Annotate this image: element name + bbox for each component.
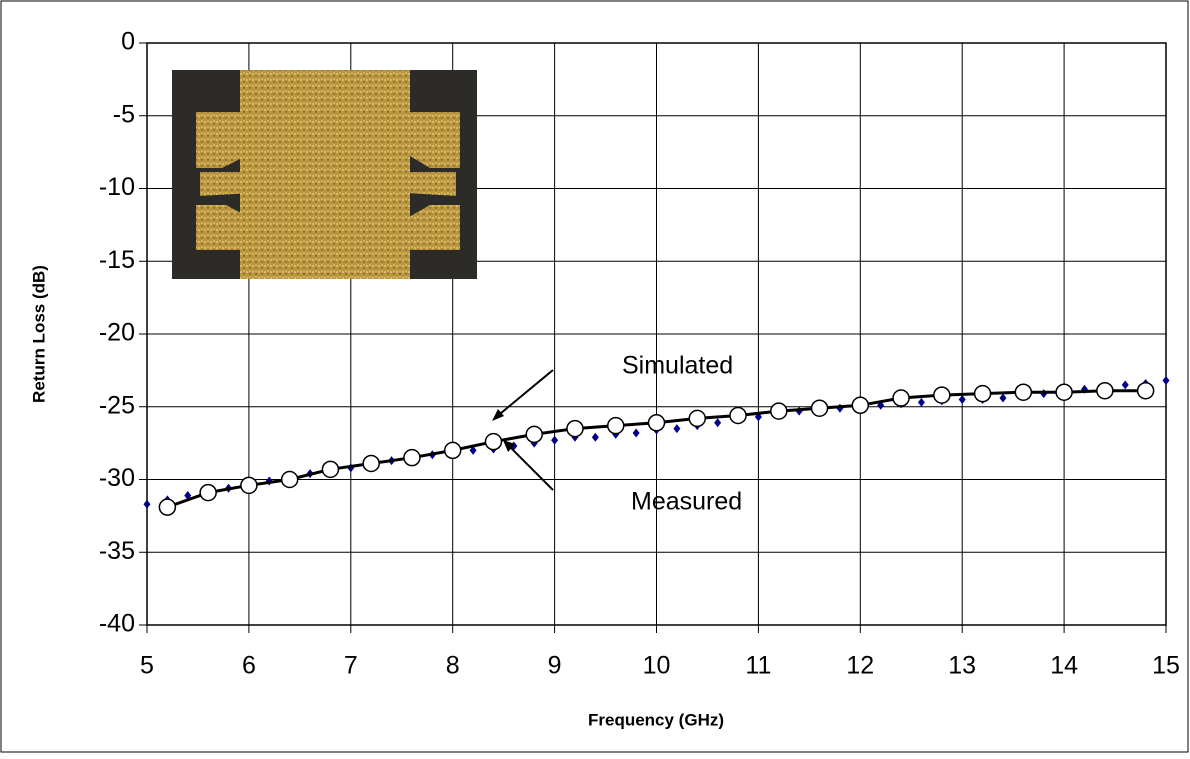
simulated-point bbox=[158, 498, 177, 516]
simulated-point bbox=[973, 384, 992, 403]
y-tick-label: -30 bbox=[99, 464, 135, 492]
simulated-point bbox=[525, 425, 543, 444]
annotation: Measured bbox=[631, 488, 742, 516]
simulated-point bbox=[851, 396, 870, 415]
x-tick-label: 8 bbox=[446, 652, 460, 680]
x-tick-label: 6 bbox=[242, 652, 256, 680]
simulated-point bbox=[484, 432, 503, 451]
simulated-point bbox=[892, 389, 910, 407]
measured-point bbox=[673, 424, 681, 434]
measured-point bbox=[714, 418, 722, 428]
simulated-point bbox=[280, 470, 299, 489]
x-tick-label: 7 bbox=[344, 652, 358, 680]
x-tick-label: 13 bbox=[948, 652, 976, 680]
simulated-point bbox=[729, 406, 747, 425]
x-tick-label: 15 bbox=[1152, 652, 1180, 680]
y-tick-label: -35 bbox=[99, 537, 135, 565]
simulated-point bbox=[770, 402, 788, 420]
measured-point bbox=[469, 445, 477, 455]
y-tick-label: -5 bbox=[113, 100, 135, 128]
inset-photo bbox=[172, 70, 477, 279]
y-tick-label: -15 bbox=[99, 246, 135, 274]
measured-point bbox=[632, 428, 640, 438]
y-tick-label: -20 bbox=[99, 319, 135, 347]
plot-border bbox=[146, 42, 1167, 626]
x-tick-label: 10 bbox=[643, 652, 671, 680]
simulated-point bbox=[1096, 381, 1114, 400]
plot-area: -40 -35 -30 -25 -20 -15 -10 -5 0 5 6 7 8 9 10 11 12 13 14 1… bbox=[99, 28, 1180, 680]
simulated-point bbox=[362, 454, 380, 473]
measured-point bbox=[1121, 380, 1129, 390]
x-tick-label: 12 bbox=[846, 652, 874, 680]
x-axis-label: Frequency (GHz) bbox=[588, 710, 724, 729]
measured-point bbox=[591, 432, 599, 442]
measured-point bbox=[551, 435, 559, 445]
simulated-point bbox=[566, 419, 584, 438]
simulated-point bbox=[810, 399, 829, 417]
y-tick-label: 0 bbox=[121, 28, 135, 56]
y-tick-label: -10 bbox=[99, 173, 135, 201]
simulated-point bbox=[1055, 383, 1073, 401]
simulated-point bbox=[647, 414, 666, 432]
simulated-point bbox=[1136, 381, 1155, 400]
x-tick-label: 14 bbox=[1050, 652, 1078, 680]
x-tick-label: 9 bbox=[548, 652, 562, 680]
simulated-point bbox=[933, 386, 951, 404]
measured-point bbox=[958, 394, 966, 404]
simulated-point bbox=[443, 441, 462, 460]
arrowhead bbox=[503, 440, 515, 452]
annotation-arrow bbox=[505, 442, 554, 491]
measured-point bbox=[999, 393, 1007, 403]
measured-point bbox=[143, 499, 151, 509]
measured-point bbox=[917, 397, 925, 407]
y-tick-label: -40 bbox=[99, 610, 135, 638]
x-tick-label: 5 bbox=[140, 652, 154, 680]
simulated-point bbox=[403, 448, 421, 467]
x-tick-label: 11 bbox=[745, 652, 771, 680]
simulated-point bbox=[688, 409, 707, 428]
annotation: Simulated bbox=[622, 352, 733, 380]
y-axis-label: Return Loss (dB) bbox=[29, 265, 48, 403]
simulated-point bbox=[199, 483, 217, 502]
y-tick-label: -25 bbox=[99, 391, 135, 419]
simulated-point bbox=[1014, 383, 1033, 401]
arrowhead bbox=[492, 409, 504, 421]
simulated-point bbox=[606, 416, 625, 435]
annotation-arrow bbox=[494, 369, 554, 419]
simulated-point bbox=[240, 476, 258, 495]
simulated-point bbox=[321, 460, 340, 479]
measured-point bbox=[1162, 376, 1170, 386]
